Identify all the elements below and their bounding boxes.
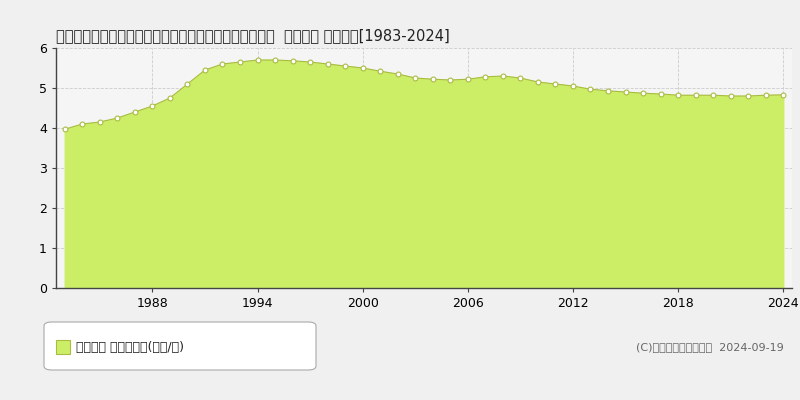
Text: (C)土地価格ドットコム  2024-09-19: (C)土地価格ドットコム 2024-09-19 [636,342,784,352]
Text: 栃木県下都賀郡壬生町大字安塚字西原２３８９番１１外  公示地価 地価推移[1983-2024]: 栃木県下都賀郡壬生町大字安塚字西原２３８９番１１外 公示地価 地価推移[1983… [56,28,450,43]
Text: 公示地価 平均坪単価(万円/坪): 公示地価 平均坪単価(万円/坪) [76,341,184,354]
